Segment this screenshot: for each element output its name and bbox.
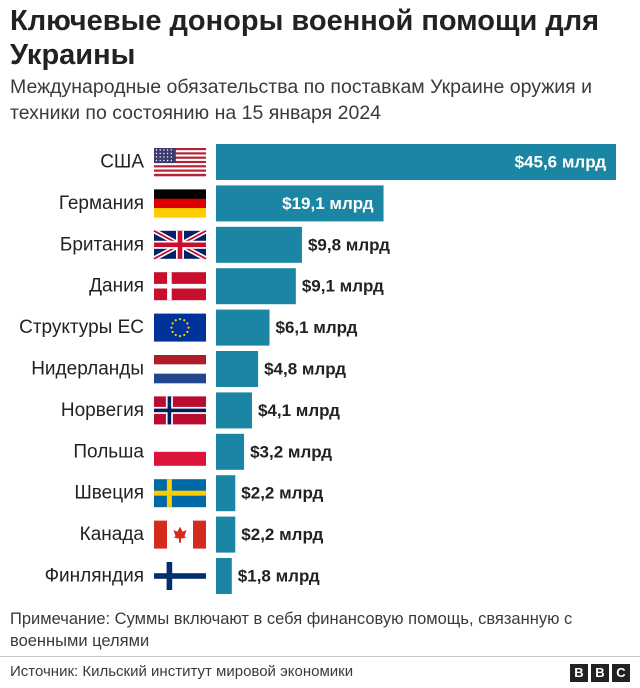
germany-flag-icon: [154, 189, 206, 218]
value-label: $4,8 млрд: [264, 360, 346, 379]
finland-flag-icon: [154, 562, 206, 590]
category-label: Швеция: [74, 483, 144, 504]
value-label: $2,2 млрд: [241, 525, 323, 544]
denmark-flag-icon: [154, 272, 206, 301]
bar: [216, 351, 259, 387]
bar: [216, 144, 616, 180]
bar: [216, 185, 384, 222]
bar: [216, 268, 296, 305]
chart-note: Примечание: Суммы включают в себя финанс…: [10, 610, 573, 650]
category-label: Британия: [60, 234, 144, 255]
bbc-logo: B B C: [570, 664, 630, 682]
uk-flag-icon: [152, 228, 208, 262]
category-label: Структуры ЕС: [19, 317, 144, 338]
poland-flag-icon: [154, 437, 206, 466]
bar-chart: США $45,6 млрд Германия $19,1 млрд Британия $…: [19, 144, 616, 594]
netherlands-flag-icon: [154, 355, 206, 384]
bbc-logo-letter: C: [612, 664, 630, 682]
value-label: $9,8 млрд: [308, 235, 390, 254]
bar: [216, 433, 245, 470]
value-label: $2,2 млрд: [241, 484, 323, 503]
value-label: $3,2 млрд: [250, 442, 332, 461]
category-label: Нидерланды: [31, 359, 144, 380]
eu-flag-icon: [154, 313, 206, 342]
category-label: Норвегия: [61, 400, 144, 421]
value-label: $1,8 млрд: [238, 567, 320, 586]
category-label: Германия: [59, 193, 144, 214]
bar: [216, 392, 252, 429]
category-label: США: [100, 152, 144, 173]
source-text: Источник: Кильский институт мировой экон…: [10, 663, 354, 680]
bar: [216, 516, 236, 553]
bar: [216, 558, 232, 594]
bbc-logo-letter: B: [570, 664, 588, 682]
category-label: Дания: [89, 276, 144, 297]
sweden-flag-icon: [154, 479, 206, 508]
value-label: $6,1 млрд: [276, 318, 358, 337]
bar: [216, 309, 270, 346]
category-label: Канада: [80, 524, 145, 545]
category-label: Польша: [73, 441, 144, 462]
value-label: $9,1 млрд: [302, 277, 384, 296]
us-flag-icon: [154, 148, 206, 177]
norway-flag-icon: [154, 396, 206, 425]
chart-title: Ключевые доноры военной помощи для Украи…: [10, 5, 600, 71]
bbc-logo-letter: B: [591, 664, 609, 682]
bar: [216, 475, 236, 512]
canada-flag-icon: [154, 520, 206, 549]
value-label: $4,1 млрд: [258, 401, 340, 420]
value-label: $19,1 млрд: [282, 194, 374, 213]
category-label: Финляндия: [45, 566, 144, 587]
chart-subtitle: Международные обязательства по поставкам…: [10, 76, 593, 124]
value-label: $45,6 млрд: [515, 153, 607, 172]
footer-divider: [0, 656, 640, 657]
bar: [216, 226, 302, 263]
